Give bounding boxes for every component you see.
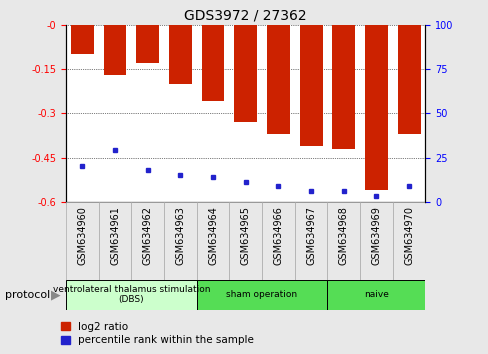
Text: GSM634967: GSM634967 xyxy=(305,206,315,265)
Text: GSM634969: GSM634969 xyxy=(371,206,381,264)
Bar xyxy=(168,25,191,84)
FancyBboxPatch shape xyxy=(392,202,425,280)
Text: protocol: protocol xyxy=(5,290,50,300)
Text: naive: naive xyxy=(363,290,388,299)
Text: GSM634968: GSM634968 xyxy=(338,206,348,264)
FancyBboxPatch shape xyxy=(196,280,327,310)
Text: ventrolateral thalamus stimulation
(DBS): ventrolateral thalamus stimulation (DBS) xyxy=(53,285,210,304)
FancyBboxPatch shape xyxy=(294,202,327,280)
Text: GSM634970: GSM634970 xyxy=(403,206,413,265)
Bar xyxy=(299,25,322,146)
Legend: log2 ratio, percentile rank within the sample: log2 ratio, percentile rank within the s… xyxy=(61,322,253,345)
Text: GSM634964: GSM634964 xyxy=(207,206,218,264)
Title: GDS3972 / 27362: GDS3972 / 27362 xyxy=(184,8,306,22)
FancyBboxPatch shape xyxy=(359,202,392,280)
Text: GSM634963: GSM634963 xyxy=(175,206,185,264)
FancyBboxPatch shape xyxy=(66,280,196,310)
Text: sham operation: sham operation xyxy=(226,290,297,299)
Bar xyxy=(364,25,387,190)
Text: GSM634966: GSM634966 xyxy=(273,206,283,264)
Bar xyxy=(234,25,257,122)
FancyBboxPatch shape xyxy=(131,202,163,280)
FancyBboxPatch shape xyxy=(99,202,131,280)
FancyBboxPatch shape xyxy=(196,202,229,280)
FancyBboxPatch shape xyxy=(327,202,359,280)
Text: GSM634965: GSM634965 xyxy=(240,206,250,265)
Bar xyxy=(397,25,420,134)
FancyBboxPatch shape xyxy=(229,202,262,280)
Bar xyxy=(136,25,159,63)
Bar xyxy=(332,25,354,149)
Bar xyxy=(103,25,126,75)
Text: GSM634961: GSM634961 xyxy=(110,206,120,264)
Bar xyxy=(201,25,224,102)
Text: ▶: ▶ xyxy=(51,288,61,301)
Text: GSM634962: GSM634962 xyxy=(142,206,152,265)
Text: GSM634960: GSM634960 xyxy=(77,206,87,264)
Bar xyxy=(266,25,289,134)
FancyBboxPatch shape xyxy=(327,280,425,310)
Bar xyxy=(71,25,94,54)
FancyBboxPatch shape xyxy=(262,202,294,280)
FancyBboxPatch shape xyxy=(66,202,99,280)
FancyBboxPatch shape xyxy=(163,202,196,280)
